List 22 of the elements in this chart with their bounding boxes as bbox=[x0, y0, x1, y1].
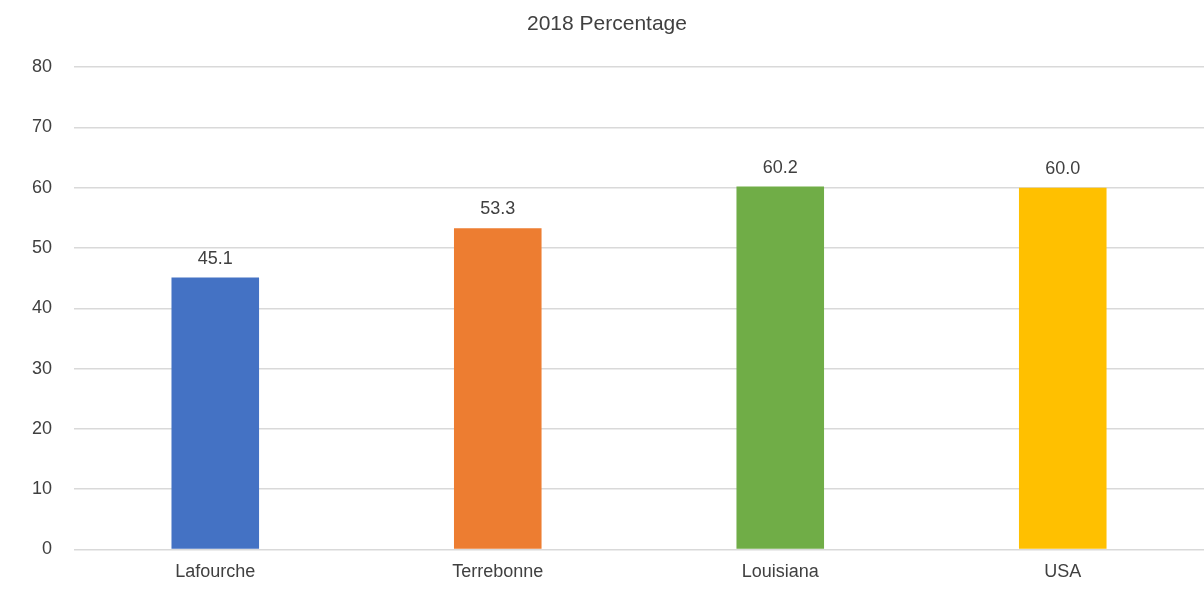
bar bbox=[171, 277, 260, 549]
data-label: 60.0 bbox=[1045, 157, 1081, 178]
y-tick-label: 0 bbox=[42, 538, 53, 559]
chart-title: 2018 Percentage bbox=[527, 11, 687, 35]
y-tick-label: 50 bbox=[31, 236, 53, 257]
y-tick-label: 40 bbox=[31, 297, 53, 318]
bar bbox=[1018, 187, 1107, 549]
bar bbox=[453, 228, 542, 549]
x-tick-label: USA bbox=[1044, 561, 1082, 582]
y-tick-label: 10 bbox=[31, 478, 53, 499]
y-tick-label: 80 bbox=[31, 56, 53, 77]
y-tick-label: 30 bbox=[31, 357, 53, 378]
bar bbox=[736, 186, 825, 549]
x-tick-label: Louisiana bbox=[741, 561, 820, 582]
data-label: 60.2 bbox=[762, 156, 798, 177]
x-tick-label: Lafourche bbox=[175, 561, 256, 582]
data-label: 53.3 bbox=[480, 198, 516, 219]
y-tick-label: 70 bbox=[31, 116, 53, 137]
x-tick-label: Terrebonne bbox=[452, 561, 544, 582]
y-tick-label: 60 bbox=[31, 176, 53, 197]
data-label: 45.1 bbox=[197, 247, 233, 268]
y-tick-label: 20 bbox=[31, 417, 53, 438]
